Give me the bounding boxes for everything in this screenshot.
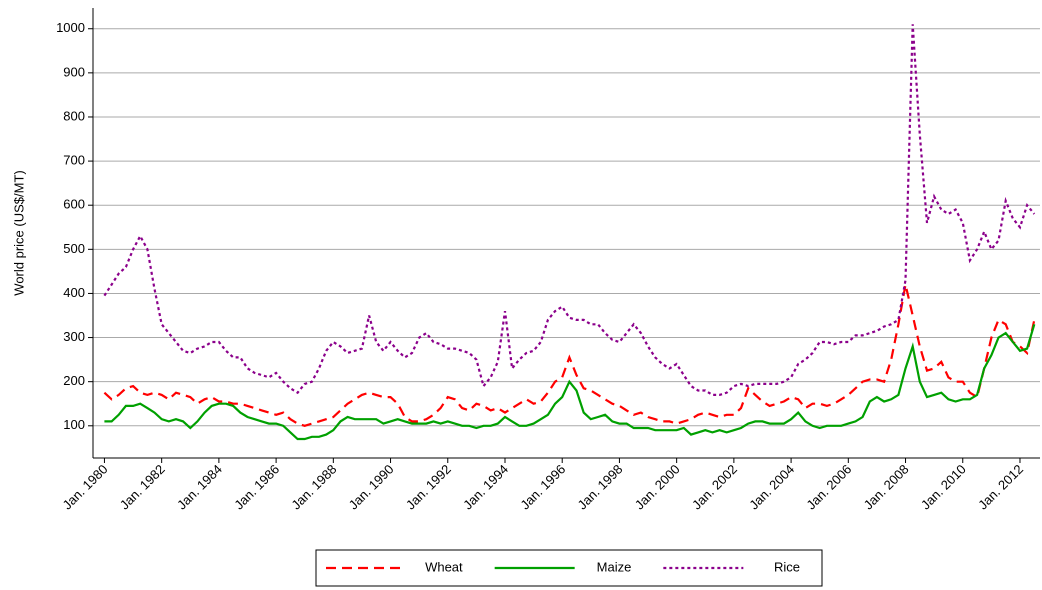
x-tick-label: Jan. 1994: [460, 462, 511, 513]
x-tick-label: Jan. 2012: [975, 462, 1026, 513]
x-tick-label: Jan. 2004: [746, 462, 797, 513]
x-tick-label: Jan. 2006: [803, 462, 854, 513]
data-line: [103, 24, 1036, 396]
x-tick-label: Jan. 1998: [575, 462, 626, 513]
y-tick-label: 1000: [56, 20, 85, 35]
x-tick-label: Jan. 2010: [918, 462, 969, 513]
y-tick-label: 600: [63, 197, 85, 212]
y-tick-label: 400: [63, 285, 85, 300]
legend-label: Wheat: [425, 559, 463, 574]
x-tick-label: Jan. 1980: [60, 462, 111, 513]
x-tick-label: Jan. 1986: [231, 462, 282, 513]
y-tick-label: 700: [63, 153, 85, 168]
y-tick-label: 500: [63, 241, 85, 256]
data-line: [104, 323, 1036, 441]
y-axis-title: World price (US$/MT): [11, 170, 26, 295]
x-tick-label: Jan. 1988: [288, 462, 339, 513]
legend-label: Maize: [597, 559, 632, 574]
x-tick-label: Jan. 2000: [632, 462, 683, 513]
y-tick-label: 100: [63, 417, 85, 432]
x-tick-label: Jan. 2008: [861, 462, 912, 513]
y-tick-label: 300: [63, 329, 85, 344]
legend-label: Rice: [774, 559, 800, 574]
x-tick-label: Jan. 1990: [346, 462, 397, 513]
y-tick-label: 800: [63, 108, 85, 123]
y-tick-label: 200: [63, 373, 85, 388]
x-tick-label: Jan. 1992: [403, 462, 454, 513]
data-line: [103, 284, 1036, 427]
x-tick-label: Jan. 1984: [174, 462, 225, 513]
y-tick-label: 900: [63, 64, 85, 79]
x-tick-label: Jan. 1996: [517, 462, 568, 513]
x-tick-label: Jan. 1982: [117, 462, 168, 513]
x-tick-label: Jan. 2002: [689, 462, 740, 513]
plot-area: [93, 8, 1040, 458]
